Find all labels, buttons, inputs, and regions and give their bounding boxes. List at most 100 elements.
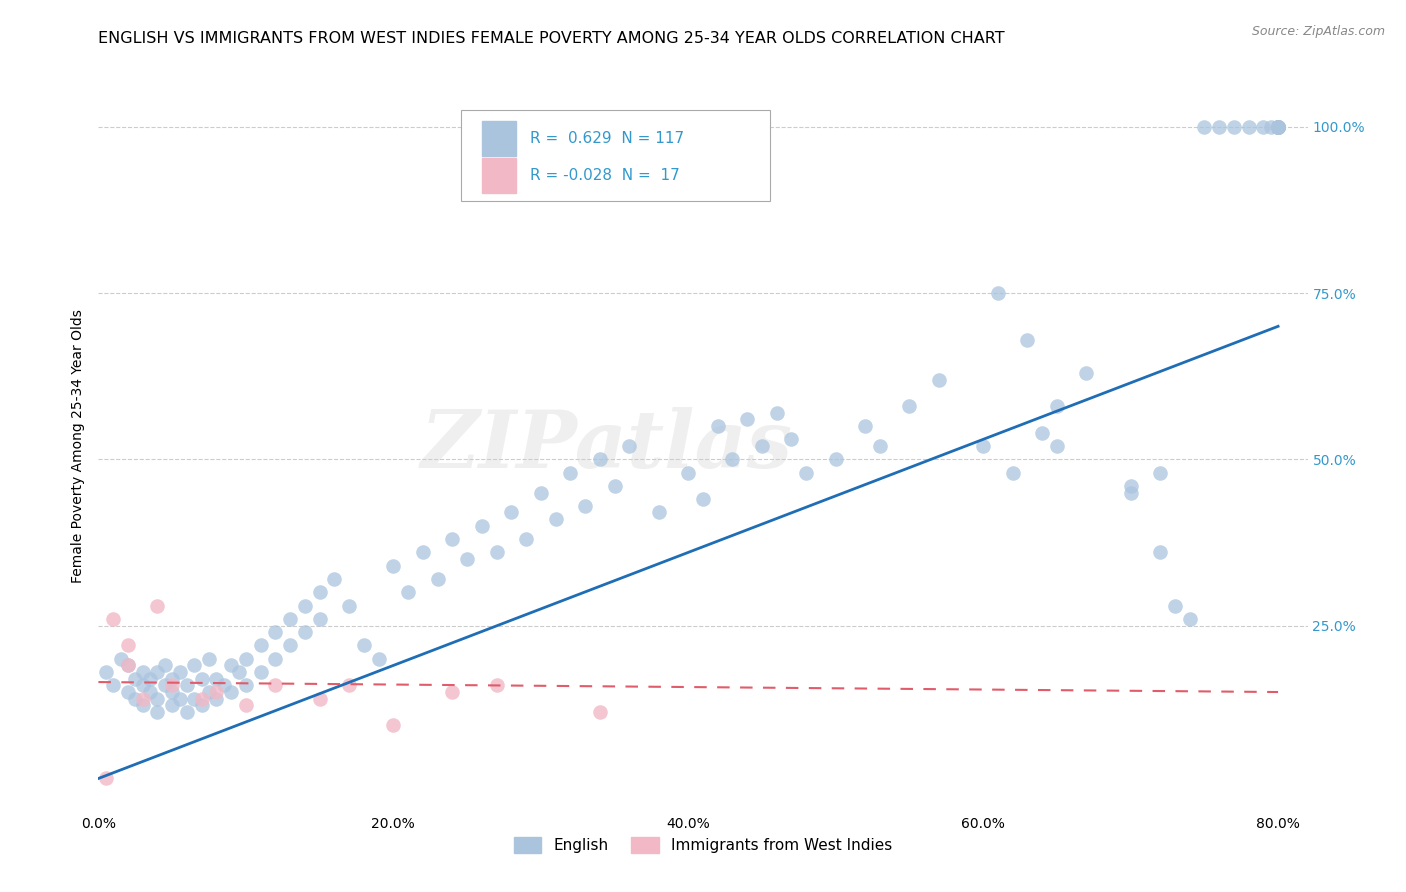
Point (603, 479, 626, 493)
Point (1267, 120, 1289, 134)
Point (1267, 120, 1289, 134)
Point (101, 612, 124, 626)
Point (101, 678, 124, 692)
Point (146, 691, 169, 706)
Point (160, 685, 183, 699)
Point (972, 439, 994, 453)
Point (456, 552, 478, 566)
Point (1119, 485, 1142, 500)
Point (485, 545, 508, 559)
Point (441, 532, 464, 546)
Point (264, 652, 287, 666)
Point (928, 372, 950, 386)
Point (264, 625, 287, 640)
Point (589, 705, 612, 719)
Point (1208, 120, 1230, 134)
Point (1253, 120, 1275, 134)
Point (735, 412, 758, 426)
Legend: English, Immigrants from West Indies: English, Immigrants from West Indies (508, 830, 898, 859)
Point (560, 466, 582, 480)
Point (278, 639, 301, 653)
Point (706, 419, 728, 434)
Point (382, 718, 405, 732)
Point (1076, 366, 1098, 380)
Point (382, 558, 405, 573)
Point (1119, 479, 1142, 493)
Point (169, 691, 191, 706)
Point (117, 685, 139, 699)
Point (1237, 120, 1260, 134)
Point (1031, 425, 1053, 440)
Point (412, 545, 434, 559)
Point (589, 452, 612, 467)
Point (1046, 439, 1069, 453)
Text: R = -0.028  N =  17: R = -0.028 N = 17 (530, 168, 681, 183)
Point (176, 678, 198, 692)
Point (160, 672, 183, 686)
Point (198, 652, 221, 666)
Point (1267, 120, 1289, 134)
Point (426, 572, 449, 586)
Bar (482, 121, 516, 156)
Bar (482, 158, 516, 193)
Point (765, 406, 787, 420)
Point (337, 678, 360, 692)
Point (1149, 466, 1171, 480)
Text: ENGLISH VS IMMIGRANTS FROM WEST INDIES FEMALE POVERTY AMONG 25-34 YEAR OLDS CORR: ENGLISH VS IMMIGRANTS FROM WEST INDIES F… (98, 31, 1005, 46)
Point (1260, 120, 1282, 134)
Point (190, 698, 212, 713)
Point (294, 625, 316, 640)
Point (1267, 120, 1289, 134)
Point (249, 665, 271, 679)
Point (110, 652, 132, 666)
Point (219, 658, 242, 673)
Point (692, 492, 714, 507)
Point (1149, 545, 1171, 559)
Point (124, 691, 146, 706)
Point (780, 433, 803, 447)
Point (441, 685, 464, 699)
Point (1017, 333, 1039, 347)
Point (205, 685, 228, 699)
Point (219, 685, 242, 699)
Point (146, 599, 169, 613)
Point (153, 658, 176, 673)
Point (139, 685, 162, 699)
Point (294, 599, 316, 613)
Point (853, 419, 876, 434)
Point (721, 452, 744, 467)
Point (396, 585, 419, 599)
Point (648, 506, 671, 520)
Point (898, 399, 921, 413)
Point (117, 639, 139, 653)
Point (124, 672, 146, 686)
Point (515, 532, 537, 546)
Point (146, 665, 169, 679)
Point (160, 678, 183, 692)
Point (169, 665, 191, 679)
Point (1267, 120, 1289, 134)
Point (353, 639, 375, 653)
Point (1267, 120, 1289, 134)
Point (278, 612, 301, 626)
Point (212, 678, 235, 692)
Point (1194, 120, 1216, 134)
Point (1267, 120, 1289, 134)
Point (160, 698, 183, 713)
Point (249, 639, 271, 653)
Point (530, 485, 553, 500)
Y-axis label: Female Poverty Among 25-34 Year Olds: Female Poverty Among 25-34 Year Olds (72, 309, 86, 583)
Point (205, 672, 228, 686)
Point (235, 698, 257, 713)
Text: ZIPatlas: ZIPatlas (420, 408, 793, 484)
Point (485, 678, 508, 692)
Text: Source: ZipAtlas.com: Source: ZipAtlas.com (1251, 25, 1385, 38)
Point (1046, 399, 1069, 413)
Point (235, 652, 257, 666)
Point (183, 691, 205, 706)
Point (131, 698, 153, 713)
Point (205, 691, 228, 706)
Point (1267, 120, 1289, 134)
Point (139, 672, 162, 686)
Point (94, 665, 117, 679)
